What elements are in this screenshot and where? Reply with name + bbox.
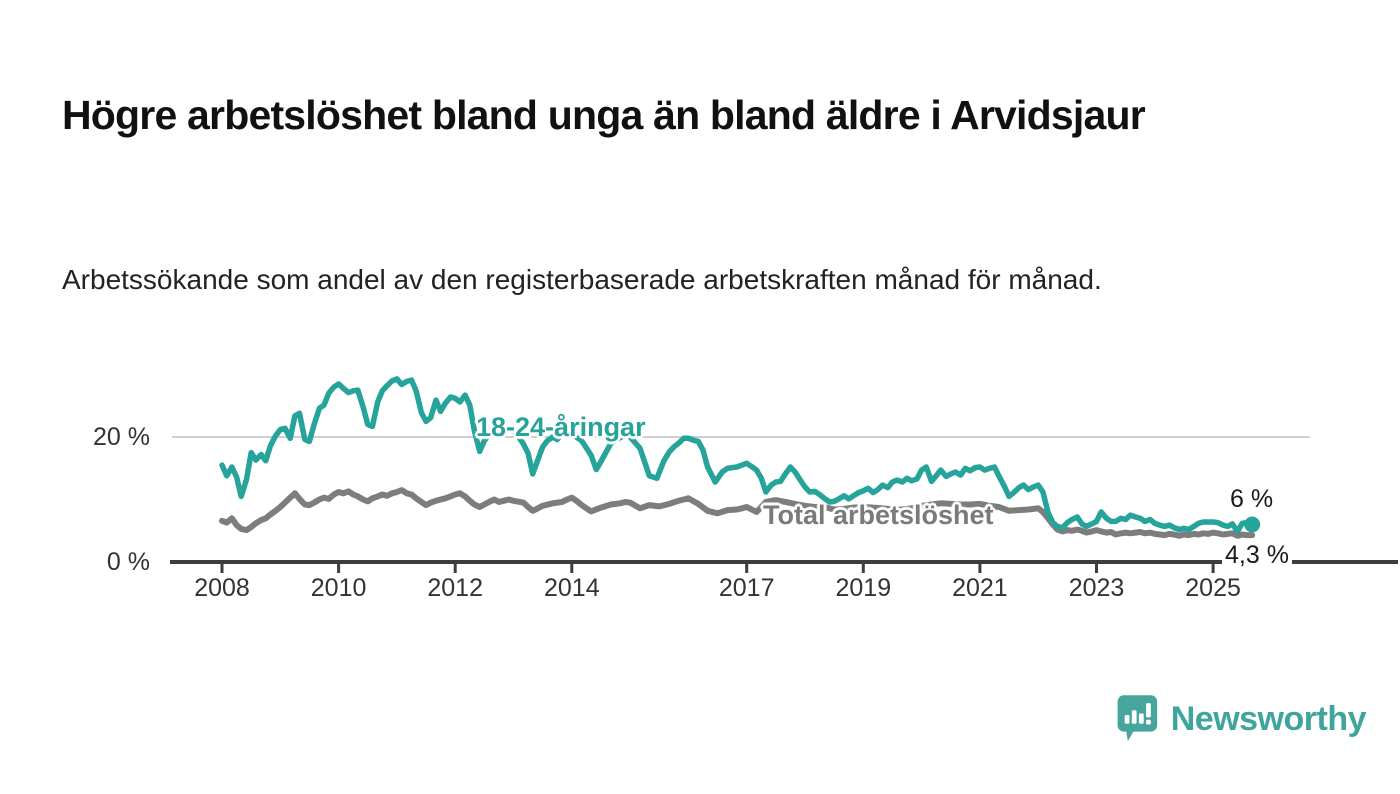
- chart-subtitle: Arbetssökande som andel av den registerb…: [62, 264, 1102, 295]
- series-label-total: Total arbetslöshet: [763, 500, 994, 530]
- series-end-dot-young: [1244, 516, 1261, 533]
- x-axis-label: 2019: [835, 574, 892, 602]
- x-axis-label: 2017: [718, 574, 775, 602]
- end-value-label-total: 4,3 %: [1222, 541, 1292, 570]
- x-axis-label: 2014: [543, 574, 600, 602]
- y-axis-label-20: 20 %: [93, 423, 150, 451]
- y-axis-label-0: 0 %: [106, 548, 150, 576]
- newsworthy-wordmark: Newsworthy: [1170, 699, 1367, 738]
- x-axis-label: 2025: [1185, 574, 1241, 602]
- speech-bubble-bar-chart-icon: [1117, 695, 1158, 742]
- series-label-young: 18-24-åringar: [476, 412, 646, 442]
- x-axis-label: 2023: [1068, 574, 1125, 602]
- page-title: Högre arbetslöshet bland unga än bland ä…: [62, 92, 1146, 139]
- series-line-young: [219, 376, 1255, 535]
- x-axis-label: 2008: [194, 574, 250, 602]
- x-axis-label: 2010: [310, 574, 367, 602]
- x-axis-label: 2012: [427, 574, 483, 602]
- x-axis-label: 2021: [952, 574, 1008, 602]
- end-value-label-young: 6 %: [1230, 485, 1274, 513]
- newsworthy-branding: Newsworthy: [1116, 686, 1367, 752]
- series-line-total: [219, 487, 1256, 539]
